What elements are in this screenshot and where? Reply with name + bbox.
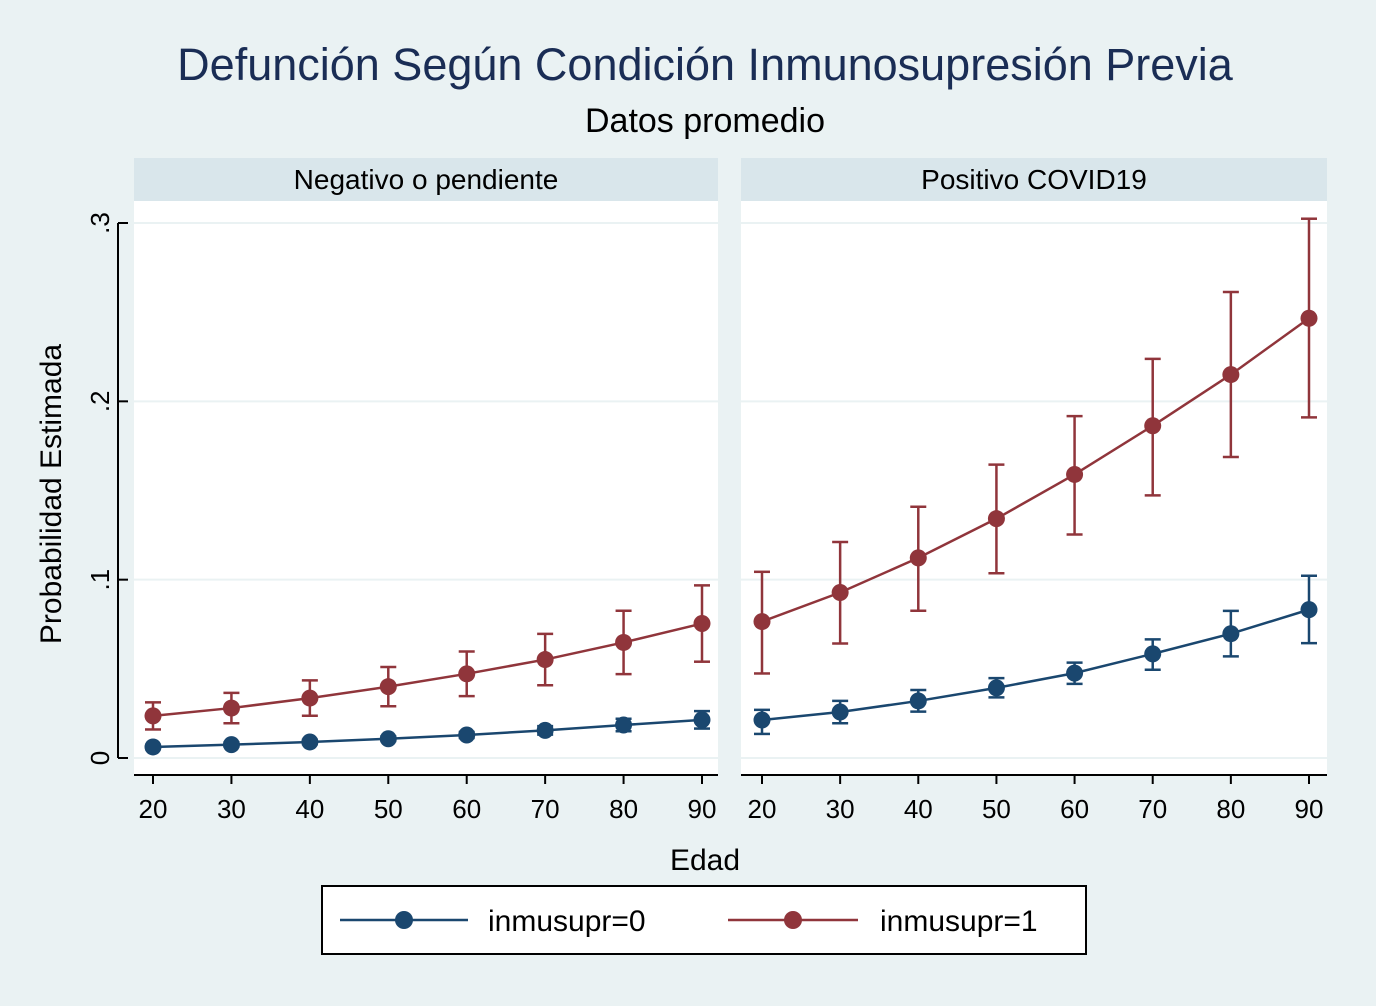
y-tick-label: 0 — [85, 751, 115, 765]
x-tick-label: 20 — [748, 794, 777, 824]
panel-header — [741, 158, 1327, 201]
y-tick-label: .1 — [85, 569, 115, 591]
series-line — [152, 718, 703, 749]
x-tick-label: 40 — [295, 794, 324, 824]
x-tick-label: 90 — [1295, 794, 1324, 824]
data-point — [753, 711, 771, 729]
data-point — [1222, 366, 1240, 384]
y-axis-label: Probabilidad Estimada — [35, 344, 68, 644]
data-point — [458, 726, 476, 744]
panel-header — [134, 158, 718, 201]
chart-title: Defunción Según Condición Inmunosupresió… — [177, 39, 1234, 90]
data-point — [753, 613, 771, 631]
data-point — [144, 738, 162, 756]
data-point — [301, 689, 319, 707]
legend: inmusupr=0 inmusupr=1 — [321, 885, 1087, 955]
panel-title: Negativo o pendiente — [294, 164, 559, 195]
data-point — [301, 733, 319, 751]
legend-item-1: inmusupr=1 — [728, 905, 1038, 938]
plot-area — [134, 201, 718, 775]
legend-items: inmusupr=0 inmusupr=1 — [340, 905, 1038, 938]
chart-subtitle: Datos promedio — [585, 102, 825, 140]
series-0 — [753, 574, 1318, 736]
plot-area — [741, 201, 1327, 775]
data-point — [987, 679, 1005, 697]
data-point — [909, 549, 927, 567]
x-tick-label: 60 — [452, 794, 481, 824]
x-tick-label: 50 — [374, 794, 403, 824]
data-point — [909, 692, 927, 710]
data-point — [1300, 309, 1318, 327]
x-axis-label: Edad — [670, 844, 740, 877]
series-line — [761, 317, 1310, 623]
data-point — [222, 699, 240, 717]
data-point — [1144, 645, 1162, 663]
data-point — [693, 711, 711, 729]
series-line — [152, 622, 703, 718]
panels-layer: Negativo o pendiente 20 30 40 50 60 70 80 90 0 .1.… — [85, 158, 1327, 824]
series-line — [761, 608, 1310, 722]
legend-label: inmusupr=1 — [880, 905, 1038, 938]
data-point — [693, 615, 711, 633]
data-point — [144, 707, 162, 725]
x-tick-label: 40 — [904, 794, 933, 824]
data-point — [1066, 465, 1084, 483]
data-point — [458, 665, 476, 683]
series-1 — [753, 217, 1318, 675]
legend-label: inmusupr=0 — [488, 905, 646, 938]
data-point — [1144, 417, 1162, 435]
data-point — [831, 703, 849, 721]
data-point — [615, 716, 633, 734]
legend-marker — [395, 911, 413, 929]
data-point — [1300, 601, 1318, 619]
panel-2: Positivo COVID19 20 30 40 50 60 70 80 90 — [741, 158, 1327, 824]
data-point — [1222, 625, 1240, 643]
y-tick-label: .2 — [85, 390, 115, 412]
y-tick-label: .3 — [85, 212, 115, 234]
series-0 — [144, 709, 711, 756]
x-tick-label: 90 — [688, 794, 717, 824]
x-tick-label: 70 — [531, 794, 560, 824]
data-point — [536, 721, 554, 739]
panel-1: Negativo o pendiente 20 30 40 50 60 70 80 90 0 .1.… — [85, 158, 718, 824]
x-tick-label: 70 — [1138, 794, 1167, 824]
data-point — [987, 510, 1005, 528]
x-tick-label: 30 — [826, 794, 855, 824]
data-point — [222, 736, 240, 754]
data-point — [831, 584, 849, 602]
data-point — [615, 633, 633, 651]
x-tick-label: 60 — [1060, 794, 1089, 824]
data-point — [536, 651, 554, 669]
x-tick-label: 80 — [1216, 794, 1245, 824]
x-tick-label: 50 — [982, 794, 1011, 824]
legend-item-0: inmusupr=0 — [340, 905, 646, 938]
x-tick-label: 30 — [217, 794, 246, 824]
x-tick-label: 20 — [139, 794, 168, 824]
x-tick-label: 80 — [609, 794, 638, 824]
data-point — [1066, 664, 1084, 682]
panel-title: Positivo COVID19 — [921, 164, 1147, 195]
series-1 — [144, 584, 711, 731]
data-point — [379, 730, 397, 748]
data-point — [379, 678, 397, 696]
legend-marker — [784, 911, 802, 929]
